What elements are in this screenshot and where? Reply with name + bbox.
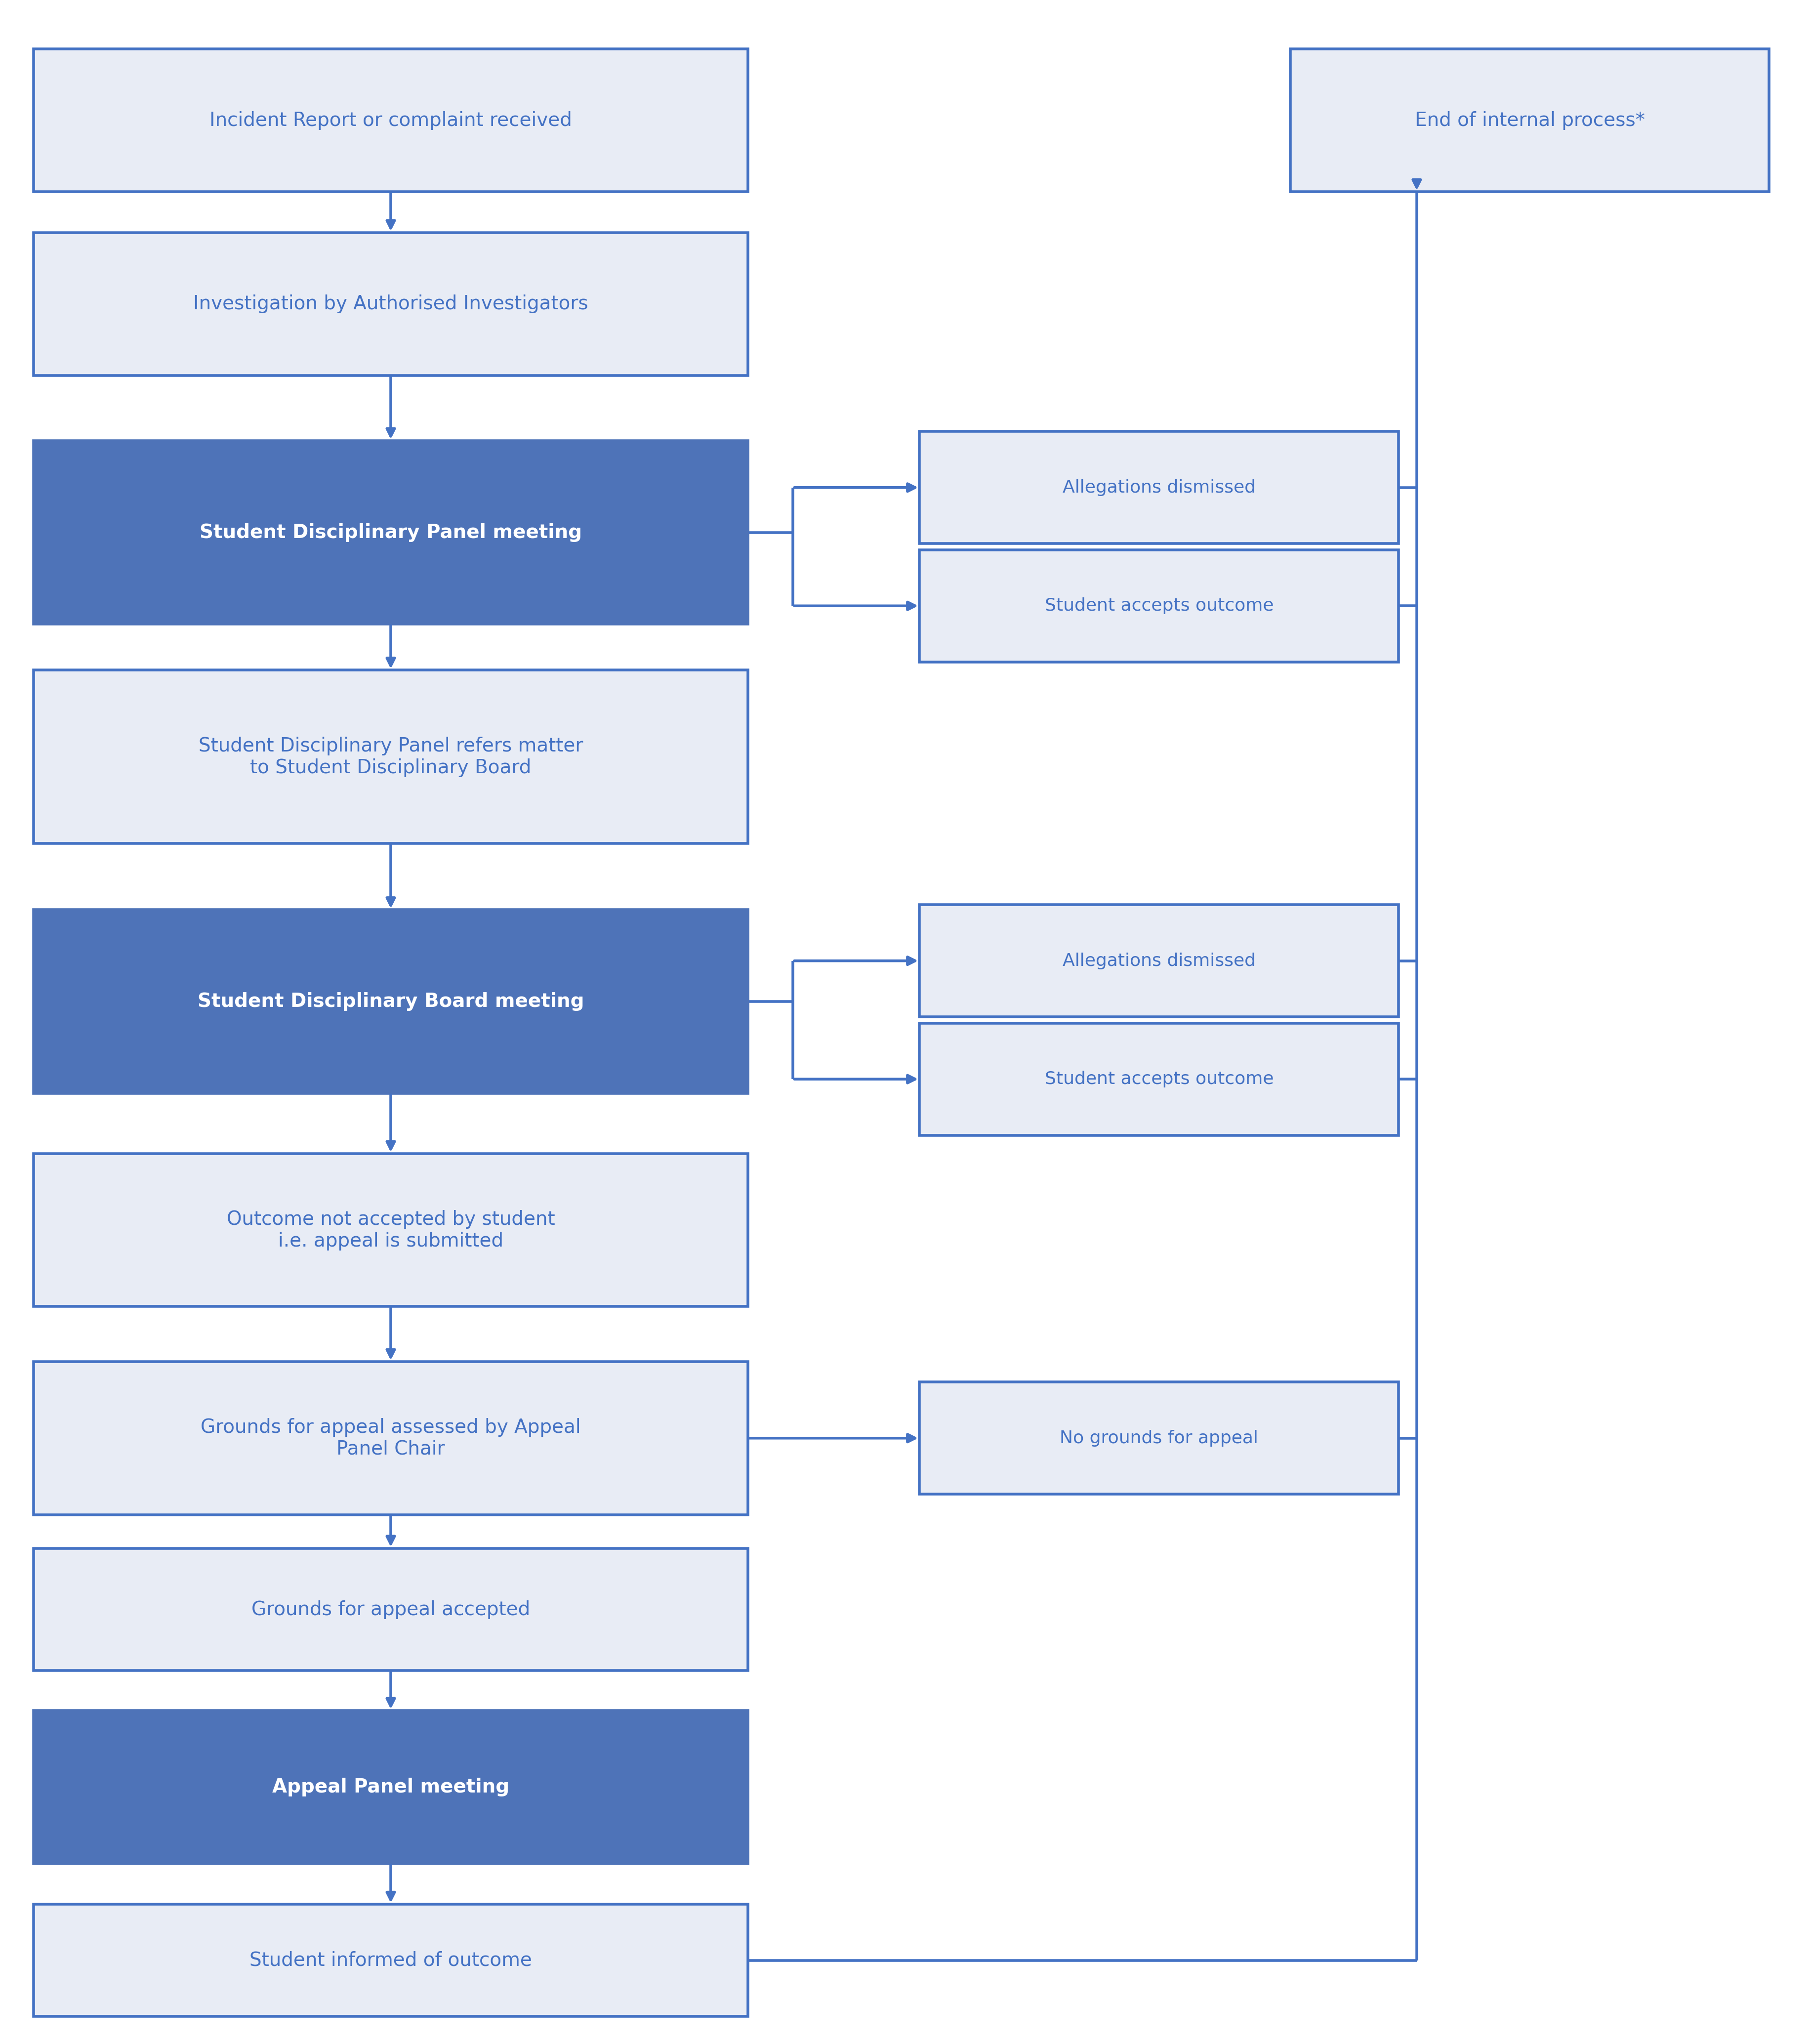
FancyBboxPatch shape — [34, 1361, 748, 1515]
Text: Grounds for appeal assessed by Appeal
Panel Chair: Grounds for appeal assessed by Appeal Pa… — [201, 1419, 582, 1457]
FancyBboxPatch shape — [919, 550, 1399, 662]
FancyBboxPatch shape — [34, 1711, 748, 1864]
FancyBboxPatch shape — [34, 1905, 748, 2017]
FancyBboxPatch shape — [34, 442, 748, 623]
Text: Student Disciplinary Panel refers matter
to Student Disciplinary Board: Student Disciplinary Panel refers matter… — [199, 736, 583, 777]
Text: Grounds for appeal accepted: Grounds for appeal accepted — [252, 1600, 531, 1619]
FancyBboxPatch shape — [34, 233, 748, 376]
Text: Investigation by Authorised Investigators: Investigation by Authorised Investigator… — [194, 294, 589, 313]
Text: Student Disciplinary Board meeting: Student Disciplinary Board meeting — [198, 991, 583, 1012]
Text: Allegations dismissed: Allegations dismissed — [1062, 478, 1256, 497]
FancyBboxPatch shape — [919, 905, 1399, 1018]
Text: Student informed of outcome: Student informed of outcome — [250, 1950, 533, 1970]
FancyBboxPatch shape — [1290, 49, 1769, 192]
Text: Student accepts outcome: Student accepts outcome — [1046, 597, 1274, 615]
Text: Incident Report or complaint received: Incident Report or complaint received — [210, 110, 573, 129]
Text: No grounds for appeal: No grounds for appeal — [1060, 1429, 1258, 1447]
FancyBboxPatch shape — [34, 910, 748, 1094]
FancyBboxPatch shape — [919, 1022, 1399, 1134]
FancyBboxPatch shape — [919, 1382, 1399, 1494]
FancyBboxPatch shape — [34, 49, 748, 192]
Text: Allegations dismissed: Allegations dismissed — [1062, 953, 1256, 969]
Text: Student accepts outcome: Student accepts outcome — [1046, 1071, 1274, 1087]
FancyBboxPatch shape — [34, 1547, 748, 1670]
Text: End of internal process*: End of internal process* — [1415, 110, 1645, 129]
FancyBboxPatch shape — [34, 670, 748, 844]
FancyBboxPatch shape — [34, 1153, 748, 1306]
FancyBboxPatch shape — [919, 431, 1399, 544]
Text: Outcome not accepted by student
i.e. appeal is submitted: Outcome not accepted by student i.e. app… — [226, 1210, 554, 1251]
Text: Appeal Panel meeting: Appeal Panel meeting — [272, 1778, 509, 1797]
Text: Student Disciplinary Panel meeting: Student Disciplinary Panel meeting — [199, 523, 582, 542]
